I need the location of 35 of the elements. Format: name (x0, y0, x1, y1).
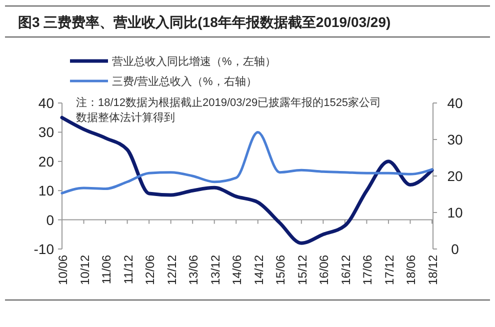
y-tick-label: 40 (38, 95, 54, 111)
annotation: 数据整体法计算得到 (76, 111, 175, 124)
x-tick-label: 10/12 (78, 254, 92, 286)
x-tick-label: 14/06 (230, 254, 244, 286)
x-tick-label: 13/06 (186, 254, 201, 286)
x-tick-label: 15/06 (274, 254, 288, 286)
x-tick-label: 17/12 (382, 254, 396, 286)
x-tick-label: 15/12 (295, 254, 310, 286)
x-tick-label: 16/06 (317, 254, 332, 286)
line-series (60, 130, 434, 194)
y-tick-label: 30 (38, 124, 54, 140)
legend-label: 营业总收入同比增速（%，左轴） (112, 55, 276, 68)
y-tick-label: 10 (38, 182, 54, 199)
x-tick-label: 18/06 (404, 254, 418, 286)
y-tick-label: -10 (34, 241, 54, 257)
x-tick-label: 12/06 (143, 254, 158, 286)
x-tick-label: 11/12 (121, 254, 136, 284)
x-tick-label: 18/12 (426, 254, 440, 286)
y-tick-label: 0 (46, 212, 54, 228)
x-tick-label: 17/06 (360, 254, 375, 286)
x-tick-label: 12/12 (164, 254, 179, 286)
x-tick-label: 13/12 (208, 254, 222, 286)
annotation: 注：18/12数据为根据截止2019/03/29已披露年报的1525家公司 (76, 96, 382, 109)
x-tick-label: 10/06 (56, 254, 70, 286)
y2-tick-label: 40 (447, 95, 463, 111)
y2-tick-label: 20 (447, 168, 463, 184)
x-tick-label: 16/12 (338, 254, 353, 286)
y-tick-label: 20 (38, 153, 54, 170)
y2-tick-label: 0 (451, 241, 460, 257)
y2-tick-label: 10 (447, 204, 463, 220)
x-tick-label: 14/12 (252, 254, 266, 286)
x-tick-label: 11/06 (100, 254, 114, 284)
chart-title: 图3 三费费率、营业收入同比(18年年报数据截至2019/03/29) (18, 14, 391, 30)
y2-tick-label: 30 (447, 132, 463, 148)
legend-label: 三费/营业总收入（%，右轴） (112, 75, 257, 88)
